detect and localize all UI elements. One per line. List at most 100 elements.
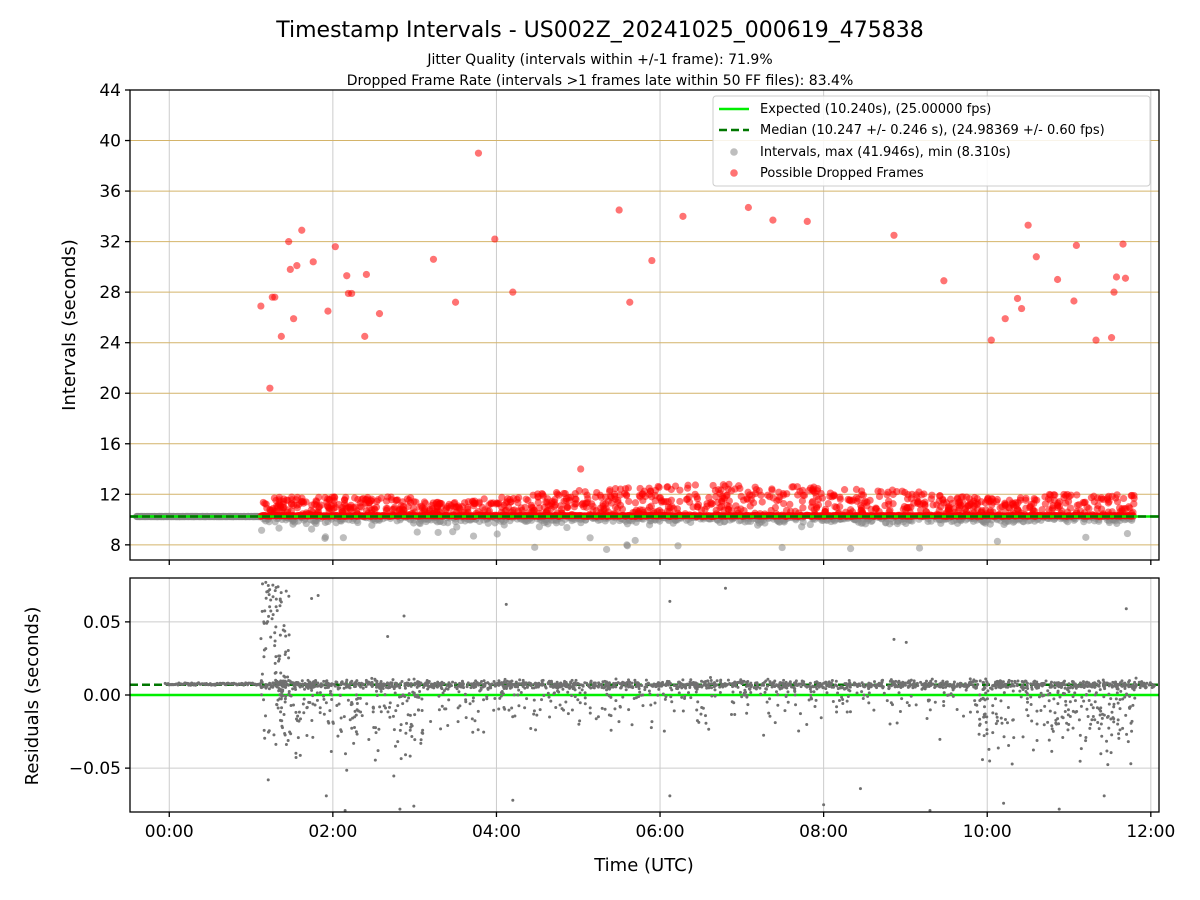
residual-point xyxy=(814,698,818,702)
residual-point xyxy=(1125,693,1129,697)
residual-point xyxy=(713,682,717,686)
dropped-frame-point xyxy=(1045,506,1053,514)
residual-point xyxy=(985,715,989,719)
interval-point xyxy=(291,518,299,526)
residual-point xyxy=(354,730,358,734)
residual-point xyxy=(1116,682,1120,686)
residual-point xyxy=(388,705,392,709)
interval-point xyxy=(321,533,330,541)
residual-point xyxy=(278,682,282,686)
residual-point xyxy=(1135,683,1139,687)
residual-point xyxy=(616,681,620,685)
dropped-frame-point xyxy=(478,503,487,512)
residual-point xyxy=(981,680,985,684)
residual-point xyxy=(1117,732,1121,736)
residual-point xyxy=(262,728,266,732)
residual-point xyxy=(279,710,283,714)
residual-point xyxy=(301,682,305,686)
residual-point xyxy=(631,686,635,690)
dropped-frame-point xyxy=(343,272,351,280)
residual-point xyxy=(762,733,766,737)
dropped-frame-point xyxy=(712,493,720,501)
residual-point xyxy=(890,684,894,688)
residual-point xyxy=(1012,684,1016,688)
residual-point xyxy=(396,684,400,688)
dropped-frame-point xyxy=(491,235,499,243)
dropped-frame-point xyxy=(1083,503,1091,511)
residual-point xyxy=(1093,718,1097,722)
residual-point xyxy=(558,703,562,707)
residual-point xyxy=(1090,683,1094,687)
residual-point xyxy=(322,697,326,701)
residual-point xyxy=(784,680,788,684)
residual-point xyxy=(736,685,740,689)
dropped-frame-point xyxy=(277,332,285,340)
residual-point xyxy=(858,684,862,688)
residual-point xyxy=(261,685,265,689)
dropped-frame-point xyxy=(798,497,806,505)
residual-point xyxy=(350,726,354,730)
residual-point xyxy=(298,682,302,686)
dropped-frame-point xyxy=(328,502,336,510)
residual-point xyxy=(1144,685,1148,689)
dropped-frame-point xyxy=(752,486,760,494)
residual-point xyxy=(1097,679,1101,683)
dropped-frame-point xyxy=(1113,491,1121,499)
dropped-frame-point xyxy=(708,500,716,508)
dropped-frame-point xyxy=(367,509,375,517)
interval-point xyxy=(493,530,501,538)
residual-point xyxy=(683,683,687,687)
residual-point xyxy=(532,709,536,713)
dropped-frame-point xyxy=(800,491,809,500)
residual-point xyxy=(405,721,409,725)
residual-point xyxy=(885,699,889,703)
interval-point xyxy=(434,528,442,537)
residual-point xyxy=(777,683,781,687)
residual-point xyxy=(530,686,534,690)
residual-point xyxy=(786,690,790,694)
residual-point xyxy=(928,682,932,686)
residual-point xyxy=(703,680,707,684)
residual-point xyxy=(371,684,375,688)
residual-point xyxy=(928,708,932,712)
residual-point xyxy=(401,702,405,706)
residual-point xyxy=(510,706,514,710)
residual-point xyxy=(600,682,604,686)
dropped-frame-point xyxy=(429,255,438,263)
dropped-frame-point xyxy=(286,265,294,274)
dropped-frame-point xyxy=(786,500,794,508)
residual-point xyxy=(311,735,315,739)
residual-point xyxy=(802,680,806,684)
residual-point xyxy=(603,707,607,711)
residual-point xyxy=(541,683,545,687)
residual-point xyxy=(453,681,457,685)
residual-point xyxy=(336,734,340,738)
residual-point xyxy=(574,678,578,682)
dropped-frame-point xyxy=(342,504,350,512)
residual-point xyxy=(348,686,352,690)
residual-point xyxy=(294,687,298,691)
residual-point xyxy=(1021,735,1025,739)
residual-point xyxy=(395,681,399,685)
residual-point xyxy=(541,678,545,682)
dropped-frame-point xyxy=(1054,504,1062,512)
residual-point xyxy=(668,682,672,686)
residual-point xyxy=(305,705,309,709)
y-tick-label: 28 xyxy=(99,283,121,303)
interval-point xyxy=(915,544,924,552)
residual-point xyxy=(375,689,379,693)
residual-point xyxy=(577,686,581,690)
residual-point xyxy=(561,687,565,691)
dropped-frame-point xyxy=(1087,494,1096,502)
dropped-frame-point xyxy=(768,486,776,494)
residual-point xyxy=(393,744,397,748)
residual-point xyxy=(644,682,648,686)
residual-point xyxy=(1105,681,1109,685)
residual-point xyxy=(962,684,966,688)
y-tick-label: 16 xyxy=(99,435,121,455)
residual-point xyxy=(951,688,955,692)
interval-point xyxy=(275,524,283,532)
dropped-frame-point xyxy=(1097,494,1106,502)
residual-point xyxy=(504,686,508,690)
residual-point xyxy=(515,683,519,687)
